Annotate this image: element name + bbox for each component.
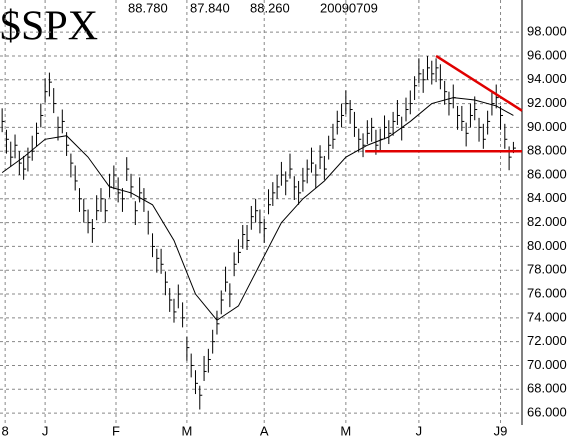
- y-tick-label: 66.000: [527, 405, 567, 420]
- y-tick-label: 90.000: [527, 119, 567, 134]
- y-tick-label: 94.000: [527, 71, 567, 86]
- y-tick-label: 74.000: [527, 309, 567, 324]
- x-tick-label: F: [112, 423, 120, 438]
- y-tick-label: 98.000: [527, 24, 567, 39]
- y-tick-label: 76.000: [527, 285, 567, 300]
- header-low: 87.840: [190, 0, 230, 15]
- y-tick-label: 70.000: [527, 357, 567, 372]
- header-high: 88.780: [128, 0, 168, 15]
- x-tick-label: J9: [494, 423, 508, 438]
- x-tick-label: 8: [2, 423, 9, 438]
- y-tick-label: 82.000: [527, 214, 567, 229]
- y-tick-label: 88.000: [527, 143, 567, 158]
- y-tick-label: 92.000: [527, 95, 567, 110]
- chart-title: $SPX: [0, 4, 98, 50]
- y-tick-label: 68.000: [527, 381, 567, 396]
- header-close: 88.260: [250, 0, 290, 15]
- y-tick-label: 72.000: [527, 333, 567, 348]
- x-tick-label: J: [42, 423, 49, 438]
- x-tick-label: J: [416, 423, 423, 438]
- header-date: 20090709: [320, 0, 378, 15]
- x-tick-label: M: [340, 423, 351, 438]
- moving-average: [1, 97, 514, 321]
- y-tick-label: 86.000: [527, 166, 567, 181]
- trend-line: [435, 54, 523, 112]
- x-tick-label: M: [181, 423, 192, 438]
- y-tick-label: 78.000: [527, 262, 567, 277]
- y-tick-label: 80.000: [527, 238, 567, 253]
- y-tick-label: 84.000: [527, 190, 567, 205]
- y-tick-label: 96.000: [527, 47, 567, 62]
- x-tick-label: A: [260, 423, 269, 438]
